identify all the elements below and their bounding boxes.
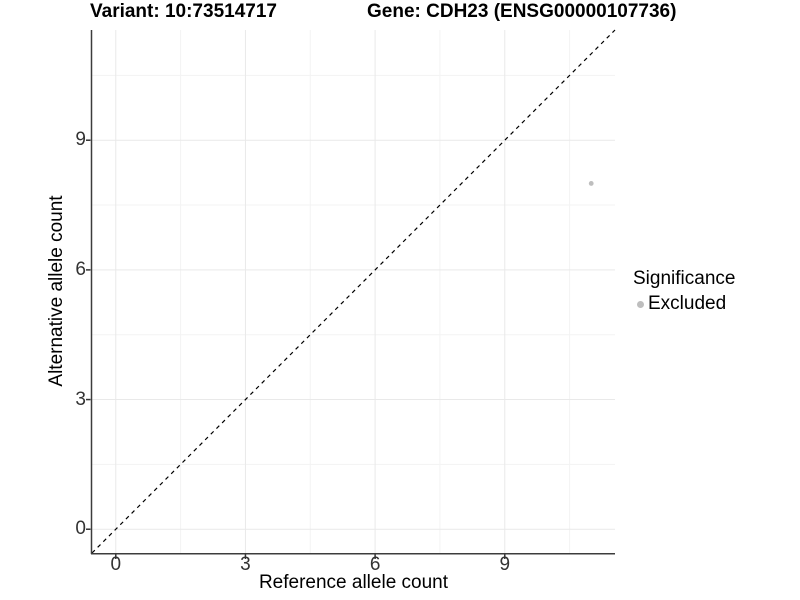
legend: Significance Excluded <box>633 268 735 315</box>
plot-panel <box>86 29 616 559</box>
legend-title: Significance <box>633 268 736 289</box>
x-axis-title: Reference allele count <box>258 572 449 593</box>
legend-item-excluded: Excluded <box>633 293 735 315</box>
y-tick-label: 6 <box>75 258 86 280</box>
y-axis-title: Alternative allele count <box>46 195 67 387</box>
plot-title-variant: Variant: 10:73514717 <box>90 1 277 22</box>
y-tick-label: 0 <box>75 518 86 540</box>
data-point <box>588 181 594 186</box>
x-tick-label: 6 <box>369 554 381 575</box>
y-tick-label: 3 <box>75 388 86 410</box>
x-tick-label: 3 <box>240 554 251 575</box>
legend-item-label: Excluded <box>648 293 727 314</box>
plot-title-gene: Gene: CDH23 (ENSG00000107736) <box>367 1 677 22</box>
legend-point-marker <box>637 300 644 308</box>
x-tick-label: 9 <box>499 554 511 575</box>
y-tick-label: 9 <box>75 129 86 151</box>
x-tick-label: 0 <box>110 554 122 575</box>
identity-line <box>91 29 616 554</box>
